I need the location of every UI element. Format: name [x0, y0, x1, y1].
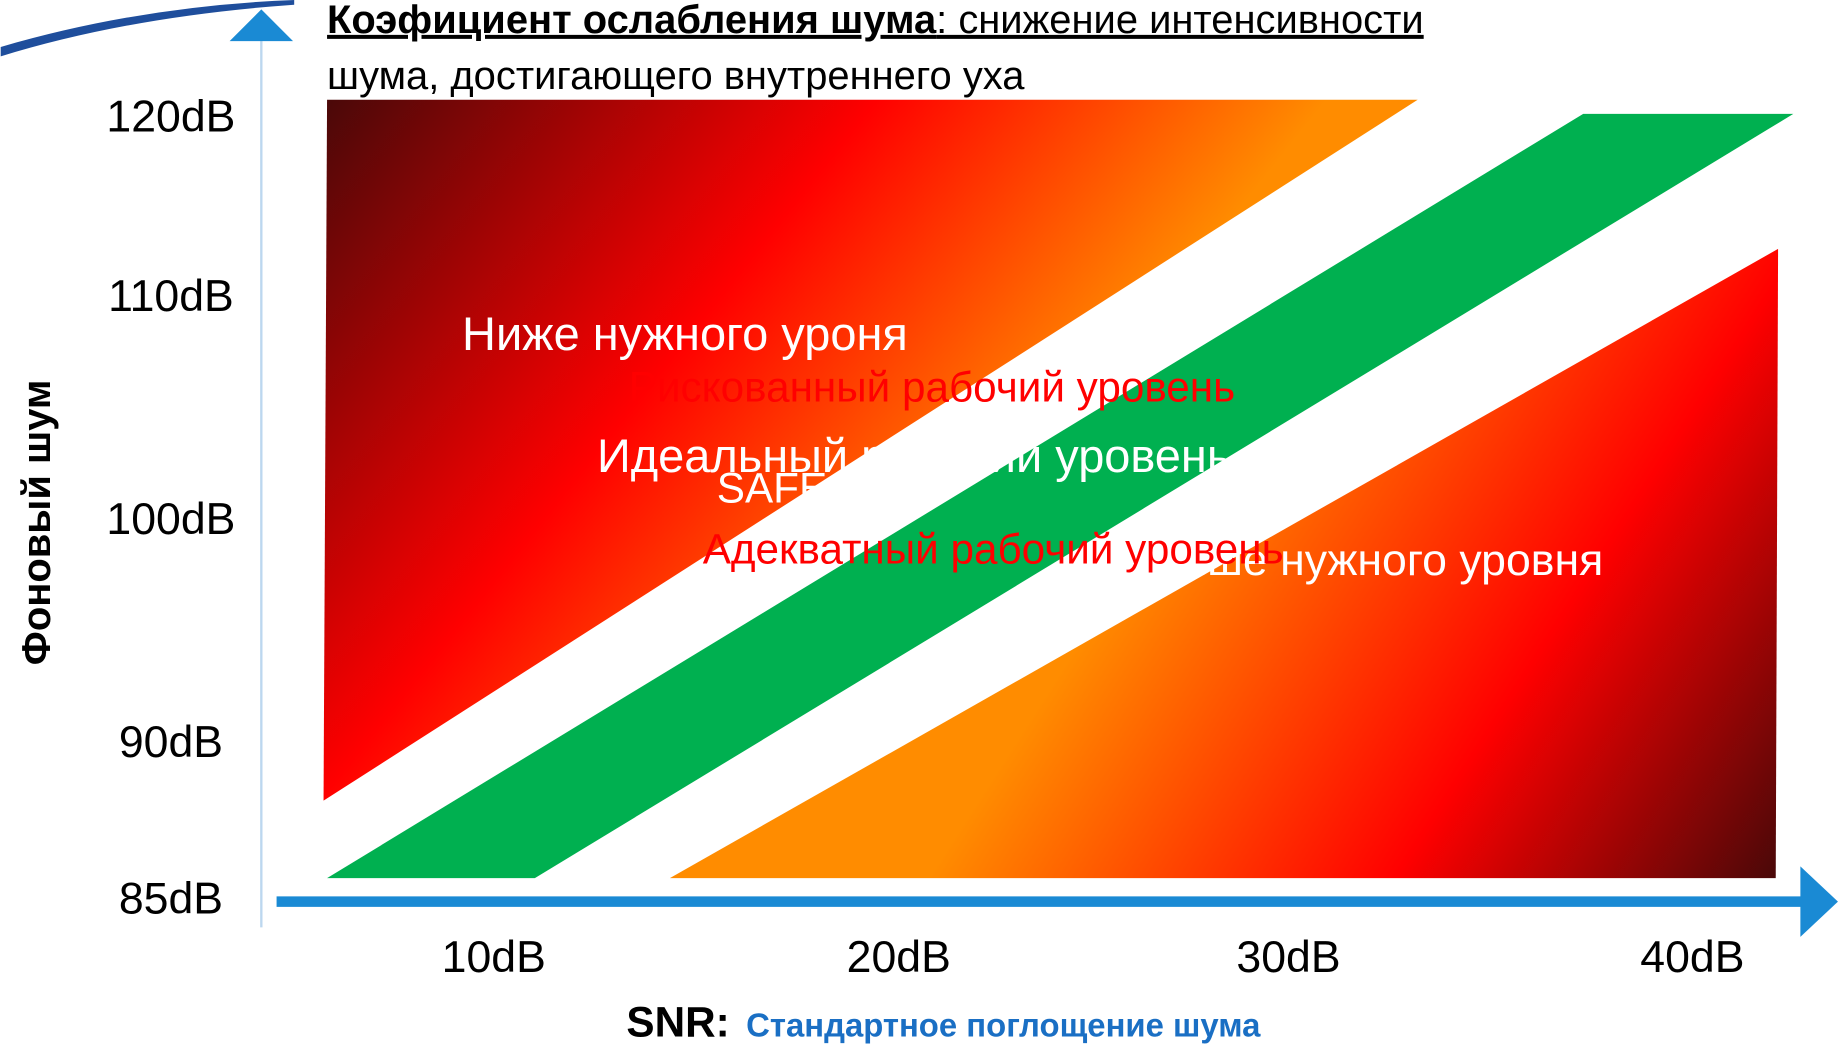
region-label: Ниже нужного уроня	[462, 307, 908, 360]
x-tick-label: 30dB	[1236, 933, 1340, 982]
title-bold: Коэфициент ослабления шума: снижение инт…	[327, 0, 1424, 42]
x-tick-label: 10dB	[442, 933, 546, 982]
x-tick-label: 20dB	[847, 933, 951, 982]
y-tick-label: 90dB	[119, 718, 223, 767]
x-tick-label: 40dB	[1640, 933, 1744, 982]
region-label: Адекватный рабочий уровень	[703, 526, 1284, 573]
region-ideal	[327, 113, 1794, 879]
y-arrow	[229, 9, 294, 42]
y-tick-label: 85dB	[119, 874, 223, 923]
region-label: SAFE	[717, 464, 827, 511]
x-axis-label: SNR: Стандартное поглощение шума	[626, 999, 1261, 1046]
x-label-bold: SNR:	[626, 999, 729, 1046]
region-label: Выше нужного уровня	[1145, 536, 1603, 585]
y-tick-label: 110dB	[108, 272, 234, 321]
x-label-rest: Стандартное поглощение шума	[746, 1007, 1261, 1044]
region-label: Идеальный рабочий уровень	[597, 429, 1231, 482]
title-bold-text: Коэфициент ослабления шума	[327, 0, 937, 42]
x-arrow	[1800, 866, 1838, 937]
region-above	[669, 248, 1779, 879]
region-label: Рискованный рабочий уровень	[629, 363, 1235, 410]
corner-swoosh	[0, 0, 295, 57]
y-tick-label: 120dB	[106, 92, 235, 141]
y-tick-label: 100dB	[106, 495, 235, 544]
title-rest: : снижение интенсивности	[936, 0, 1424, 42]
title-line2: шума, достигающего внутреннего уха	[327, 54, 1025, 98]
y-axis-label: Фоновый шум	[15, 380, 59, 666]
